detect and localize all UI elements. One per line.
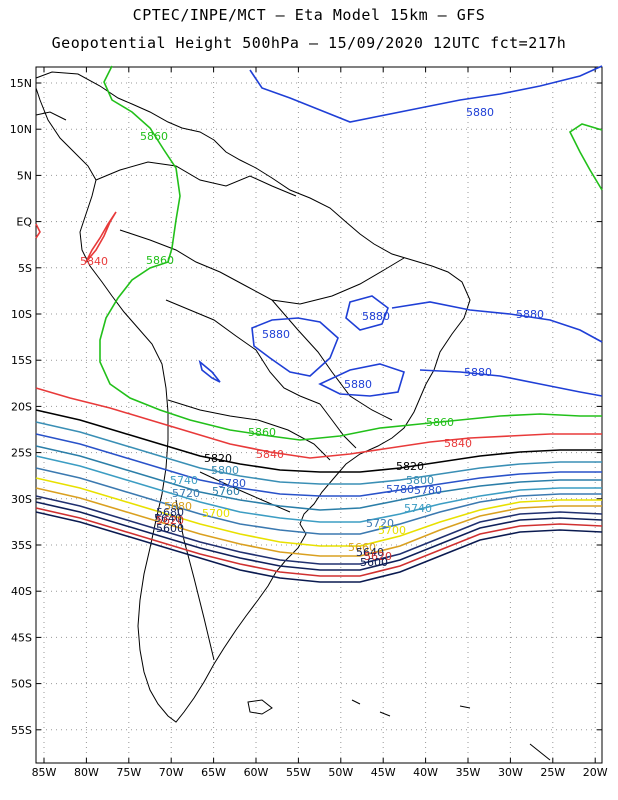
lon-label: 50W — [328, 766, 353, 779]
contour-labels: 5880 5880 5880 5880 5880 5880 5860 5860 5860 5860… — [80, 106, 544, 569]
contour-5660 — [35, 495, 603, 565]
lat-label: EQ — [16, 216, 32, 229]
lon-label: 70W — [159, 766, 184, 779]
lon-label: 25W — [540, 766, 565, 779]
lat-label: 5S — [18, 262, 32, 275]
lat-label: 25S — [11, 447, 32, 460]
contour-value-label: 5860 — [146, 254, 174, 267]
contour-value-label: 5800 — [406, 474, 434, 487]
lon-label: 20W — [583, 766, 608, 779]
contour-5700 — [35, 477, 602, 547]
axis-ticks: 15N 10N 5N EQ 5S 10S 15S 20S 25S 30S 35S 40S 45S 50S 5… — [10, 67, 608, 779]
contour-value-label: 5680 — [156, 506, 184, 519]
contour-value-label: 5880 — [464, 366, 492, 379]
contour-value-label: 5740 — [404, 502, 432, 515]
contour-value-label: 5720 — [366, 517, 394, 530]
contour-value-label: 5880 — [516, 308, 544, 321]
lon-label: 30W — [498, 766, 523, 779]
lat-label: 50S — [11, 678, 32, 691]
contour-5860 — [99, 65, 602, 441]
contour-value-label: 5840 — [256, 448, 284, 461]
contour-5840 — [85, 211, 117, 263]
map-frame — [35, 66, 603, 764]
lat-label: 20S — [11, 400, 32, 413]
contour-5880 — [198, 359, 221, 383]
contour-value-label: 5860 — [426, 416, 454, 429]
contour-5880 — [318, 363, 405, 397]
contour-5880 — [345, 295, 389, 331]
lon-label: 80W — [74, 766, 99, 779]
lat-label: 40S — [11, 585, 32, 598]
lat-label: 15S — [11, 354, 32, 367]
contour-5840 — [35, 387, 602, 459]
lon-label: 40W — [413, 766, 438, 779]
contour-5720 — [35, 467, 602, 535]
contour-value-label: 5640 — [154, 512, 182, 525]
contour-value-label: 5820 — [396, 460, 424, 473]
lon-label: 65W — [201, 766, 226, 779]
contour-5780 — [35, 433, 602, 497]
lon-label: 45W — [371, 766, 396, 779]
contour-5740 — [35, 455, 602, 523]
contour-5600 — [35, 511, 603, 583]
contour-5800 — [35, 421, 602, 485]
lat-label: 35S — [11, 539, 32, 552]
contour-5620 — [35, 507, 603, 577]
contour-5860 — [568, 123, 603, 191]
lon-label: 35W — [456, 766, 481, 779]
contour-value-label: 5880 — [344, 378, 372, 391]
contour-5880 — [419, 369, 603, 397]
contour-5640 — [35, 501, 603, 571]
gridlines — [36, 67, 602, 763]
lat-label: 30S — [11, 493, 32, 506]
contour-value-label: 5860 — [140, 130, 168, 143]
coastline — [35, 71, 551, 761]
lat-label: 5N — [17, 169, 32, 182]
map-subtitle: Geopotential Height 500hPa – 15/09/2020 … — [51, 34, 567, 52]
contour-5680 — [35, 487, 602, 557]
contour-value-label: 5880 — [262, 328, 290, 341]
lon-label: 55W — [286, 766, 311, 779]
contour-value-label: 5620 — [364, 550, 392, 563]
contour-value-label: 5600 — [156, 522, 184, 535]
contour-value-label: 5660 — [348, 541, 376, 554]
contour-5880 — [251, 317, 339, 377]
lat-label: 15N — [10, 77, 32, 90]
contour-5820 — [35, 409, 602, 473]
contour-value-label: 5700 — [378, 524, 406, 537]
contour-value-label: 5820 — [204, 452, 232, 465]
contour-value-label: 5860 — [248, 426, 276, 439]
contour-value-label: 5600 — [360, 556, 388, 569]
contour-5880 — [249, 65, 603, 123]
contour-value-label: 5780 — [386, 483, 414, 496]
contour-value-label: 5780 — [218, 477, 246, 490]
contour-lines — [35, 65, 603, 583]
contour-value-label: 5840 — [444, 437, 472, 450]
lat-label: 45S — [11, 631, 32, 644]
lon-label: 75W — [116, 766, 141, 779]
contour-value-label: 5620 — [156, 514, 184, 527]
lon-label: 85W — [32, 766, 57, 779]
contour-value-label: 5680 — [164, 500, 192, 513]
contour-value-label: 5740 — [170, 474, 198, 487]
contour-value-label: 5880 — [362, 310, 390, 323]
contour-5880 — [391, 301, 603, 343]
contour-5760 — [35, 445, 602, 511]
contour-value-label: 5880 — [466, 106, 494, 119]
contour-5840 — [35, 223, 41, 239]
contour-value-label: 5640 — [356, 546, 384, 559]
lat-label: 10S — [11, 308, 32, 321]
contour-value-label: 5800 — [211, 464, 239, 477]
contour-value-label: 5840 — [80, 255, 108, 268]
contour-value-label: 5700 — [202, 507, 230, 520]
contour-value-label: 5720 — [172, 487, 200, 500]
map-title: CPTEC/INPE/MCT – Eta Model 15km – GFS — [132, 6, 486, 24]
lat-label: 10N — [10, 123, 32, 136]
lat-label: 55S — [11, 724, 32, 737]
lon-label: 60W — [244, 766, 269, 779]
contour-value-label: 5780 — [414, 484, 442, 497]
contour-value-label: 5760 — [212, 485, 240, 498]
